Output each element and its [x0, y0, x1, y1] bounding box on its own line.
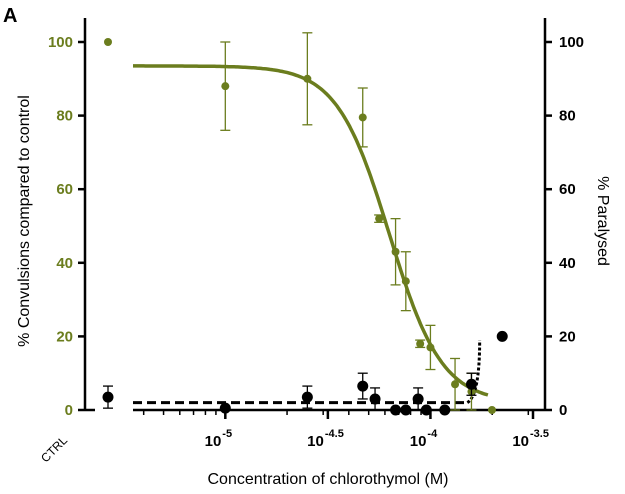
- convulsions-control-point: [104, 38, 112, 46]
- y-tick-label-left: 60: [56, 181, 73, 198]
- convulsions-point: [375, 214, 384, 223]
- convulsions-point: [487, 406, 496, 414]
- convulsions-point: [401, 277, 410, 286]
- y-tick-label-right: 80: [559, 108, 576, 125]
- y-tick-label-right: 40: [559, 255, 576, 272]
- x-tick-exponent: -4.5: [325, 428, 344, 440]
- fit-curves: [133, 64, 489, 405]
- y-tick-label-right: 60: [559, 181, 576, 198]
- y-tick-label-left: 100: [48, 34, 73, 51]
- y-tick-label-left: 0: [65, 402, 73, 419]
- convulsions-point: [426, 343, 435, 352]
- convulsions-point: [221, 82, 230, 91]
- x-tick-label: 10: [205, 433, 222, 450]
- data-points: [102, 32, 508, 416]
- paralysed-point: [439, 404, 451, 416]
- paralysed-point: [400, 404, 412, 416]
- y-tick-label-right: 0: [559, 402, 567, 419]
- paralysed-point: [301, 391, 313, 403]
- paralysed-point: [465, 378, 477, 390]
- convulsions-point: [303, 74, 312, 83]
- paralysed-point: [219, 402, 231, 414]
- y-tick-label-left: 20: [56, 328, 73, 345]
- x-tick-label: 10: [307, 433, 324, 450]
- convulsions-point: [416, 339, 425, 348]
- paralysed-point: [369, 393, 381, 405]
- control-tick-label: CTRL: [38, 433, 70, 465]
- y-tick-label-right: 20: [559, 328, 576, 345]
- x-tick-exponent: -4: [427, 428, 438, 440]
- paralysed-point: [390, 404, 402, 416]
- convulsions-point: [451, 380, 460, 389]
- y-tick-label-left: 80: [56, 108, 73, 125]
- paralysed-control-point: [102, 391, 114, 403]
- y-axis-title-right: % Paralysed: [594, 176, 611, 266]
- paralysed-point: [357, 380, 369, 392]
- x-tick-label: 10: [410, 433, 427, 450]
- x-tick-label: 10: [512, 433, 529, 450]
- axes: [78, 18, 552, 419]
- x-tick-exponent: -3.5: [530, 428, 549, 440]
- panel-label: A: [3, 5, 17, 27]
- paralysed-point: [496, 330, 508, 342]
- convulsions-fit-curve: [133, 64, 489, 397]
- y-tick-label-left: 40: [56, 255, 73, 272]
- paralysed-point: [420, 404, 432, 416]
- y-axis-title-left: % Convulsions compared to control: [16, 95, 33, 347]
- x-tick-exponent: -5: [222, 428, 232, 440]
- y-tick-label-right: 100: [559, 34, 584, 51]
- convulsions-point: [358, 113, 367, 122]
- convulsions-point: [391, 247, 400, 256]
- x-axis-title: Concentration of chlorothymol (M): [208, 471, 449, 488]
- paralysed-point: [412, 393, 424, 405]
